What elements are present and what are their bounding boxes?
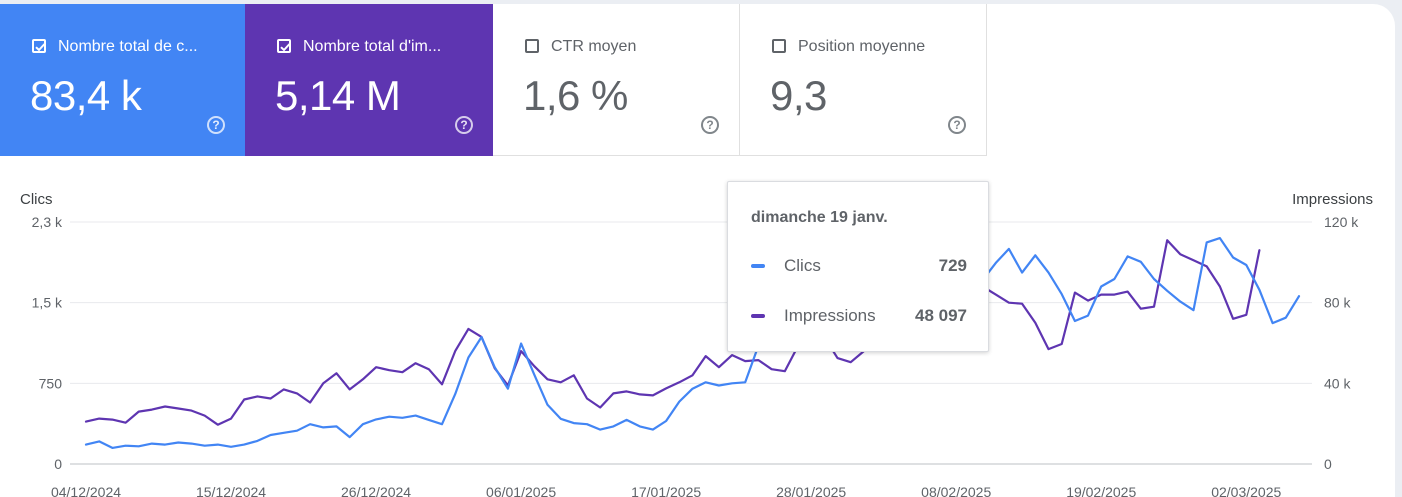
x-tick-label: 04/12/2024 xyxy=(51,484,121,497)
chart-tooltip: dimanche 19 janv. Clics 729 Impressions … xyxy=(727,181,989,352)
y-left-tick-label: 1,5 k xyxy=(32,295,63,311)
metric-card-impressions[interactable]: Nombre total d'im... 5,14 M ? xyxy=(245,4,493,156)
tooltip-row-impressions: Impressions 48 097 xyxy=(751,306,967,326)
series-lines xyxy=(84,237,1301,449)
series-line-impressions xyxy=(84,239,1261,426)
x-tick-label: 02/03/2025 xyxy=(1211,484,1281,497)
x-tick-label: 15/12/2024 xyxy=(196,484,266,497)
tooltip-series-value: 729 xyxy=(938,256,967,275)
help-icon[interactable]: ? xyxy=(207,116,225,134)
y-left-tick-label: 2,3 k xyxy=(32,214,63,230)
metric-value: 83,4 k xyxy=(30,72,142,119)
y-right-tick-label: 0 xyxy=(1324,456,1332,472)
metric-card-clicks[interactable]: Nombre total de c... 83,4 k ? xyxy=(0,4,245,156)
tooltip-series-name: Impressions xyxy=(784,306,876,325)
tooltip-series-value: 48 097 xyxy=(915,306,967,325)
y-left-tick-label: 0 xyxy=(54,456,62,472)
impressions-swatch xyxy=(751,314,765,318)
x-tick-label: 17/01/2025 xyxy=(631,484,701,497)
y-left-axis-title: Clics xyxy=(20,191,53,208)
help-icon[interactable]: ? xyxy=(455,116,473,134)
checkbox-unchecked-icon[interactable] xyxy=(772,39,786,53)
tooltip-series-name: Clics xyxy=(784,256,821,275)
metric-value: 9,3 xyxy=(770,72,827,119)
y-left-tick-label: 750 xyxy=(39,375,63,391)
tooltip-date: dimanche 19 janv. xyxy=(751,209,888,226)
metric-value: 5,14 M xyxy=(275,72,401,119)
performance-card: Nombre total de c... 83,4 k ? Nombre tot… xyxy=(0,4,1395,497)
clicks-swatch xyxy=(751,264,765,268)
x-tick-label: 06/01/2025 xyxy=(486,484,556,497)
gridlines xyxy=(70,221,1312,465)
x-tick-label: 08/02/2025 xyxy=(921,484,991,497)
x-tick-label: 28/01/2025 xyxy=(776,484,846,497)
metric-card-position[interactable]: Position moyenne 9,3 ? xyxy=(740,4,987,156)
help-icon[interactable]: ? xyxy=(948,116,966,134)
y-right-axis-title: Impressions xyxy=(1292,191,1373,208)
checkbox-unchecked-icon[interactable] xyxy=(525,39,539,53)
y-right-tick-label: 120 k xyxy=(1324,214,1359,230)
metric-card-ctr[interactable]: CTR moyen 1,6 % ? xyxy=(493,4,740,156)
axis-ticks: 0 750 1,5 k 2,3 k 0 40 k 80 k 120 k 04/12/2024 15… xyxy=(32,214,1360,497)
y-right-tick-label: 40 k xyxy=(1324,375,1351,391)
checkbox-checked-icon[interactable] xyxy=(277,39,291,53)
help-icon[interactable]: ? xyxy=(701,116,719,134)
y-right-tick-label: 80 k xyxy=(1324,295,1351,311)
metric-value: 1,6 % xyxy=(523,72,628,119)
series-line-clics xyxy=(84,237,1301,449)
checkbox-checked-icon[interactable] xyxy=(32,39,46,53)
metric-cards: Nombre total de c... 83,4 k ? Nombre tot… xyxy=(0,4,987,156)
x-tick-label: 26/12/2024 xyxy=(341,484,411,497)
tooltip-row-clicks: Clics 729 xyxy=(751,256,967,276)
performance-chart: Clics Impressions 0 750 1,5 k 2,3 k 0 40 k 80 … xyxy=(20,191,1373,497)
x-tick-label: 19/02/2025 xyxy=(1066,484,1136,497)
